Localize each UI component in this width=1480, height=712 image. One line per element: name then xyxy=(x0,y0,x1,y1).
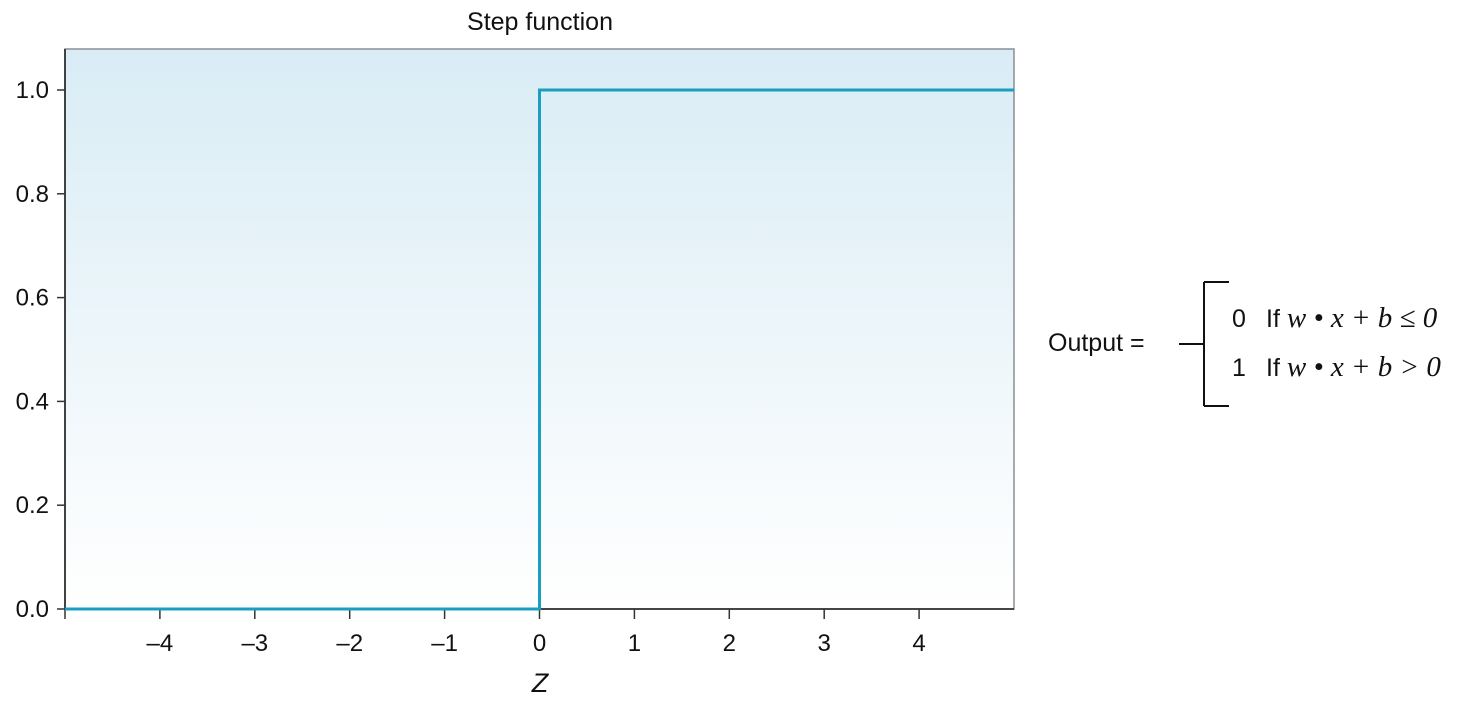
chart-title: Step function xyxy=(467,8,613,36)
case-row: 1 If w • x + b > 0 xyxy=(1232,351,1441,384)
x-axis-label: Z xyxy=(531,668,550,698)
output-formula: Output = 0 If w • x + b ≤ 0 1 If w • x + b… xyxy=(1046,280,1476,410)
x-tick-label: –3 xyxy=(241,630,268,657)
y-tick-label: 0.4 xyxy=(16,388,49,415)
x-tick-label: 2 xyxy=(723,630,736,657)
y-tick-label: 0.0 xyxy=(16,596,49,623)
case-row: 0 If w • x + b ≤ 0 xyxy=(1232,302,1437,335)
step-series-line xyxy=(65,88,1014,611)
case-value: 1 xyxy=(1232,354,1246,382)
x-tick-label: 4 xyxy=(912,630,925,657)
x-tick-label: –4 xyxy=(147,630,174,657)
x-tick-label: 0 xyxy=(533,630,546,657)
y-tick-label: 0.8 xyxy=(16,181,49,208)
brace-bracket xyxy=(1179,281,1229,407)
case-condition: w • x + b > 0 xyxy=(1286,351,1441,383)
x-tick-label: 1 xyxy=(628,630,641,657)
y-tick-label: 0.6 xyxy=(16,285,49,312)
case-condition: w • x + b ≤ 0 xyxy=(1286,302,1438,334)
case-if-word: If xyxy=(1266,305,1280,333)
x-tick-label: 3 xyxy=(818,630,831,657)
series-layer xyxy=(65,88,1014,611)
step-function-chart: Step function –4 –3 –2 –1 0 1 2 3 4 0.0 0.2 0.4 0.6 0… xyxy=(16,8,1015,698)
y-tick-label: 1.0 xyxy=(16,77,49,104)
case-if-word: If xyxy=(1266,354,1280,382)
formula-lhs: Output = xyxy=(1048,329,1145,357)
x-tick-label: –1 xyxy=(431,630,458,657)
y-tick-label: 0.2 xyxy=(16,492,49,519)
case-value: 0 xyxy=(1232,305,1246,333)
x-tick-label: –2 xyxy=(336,630,363,657)
